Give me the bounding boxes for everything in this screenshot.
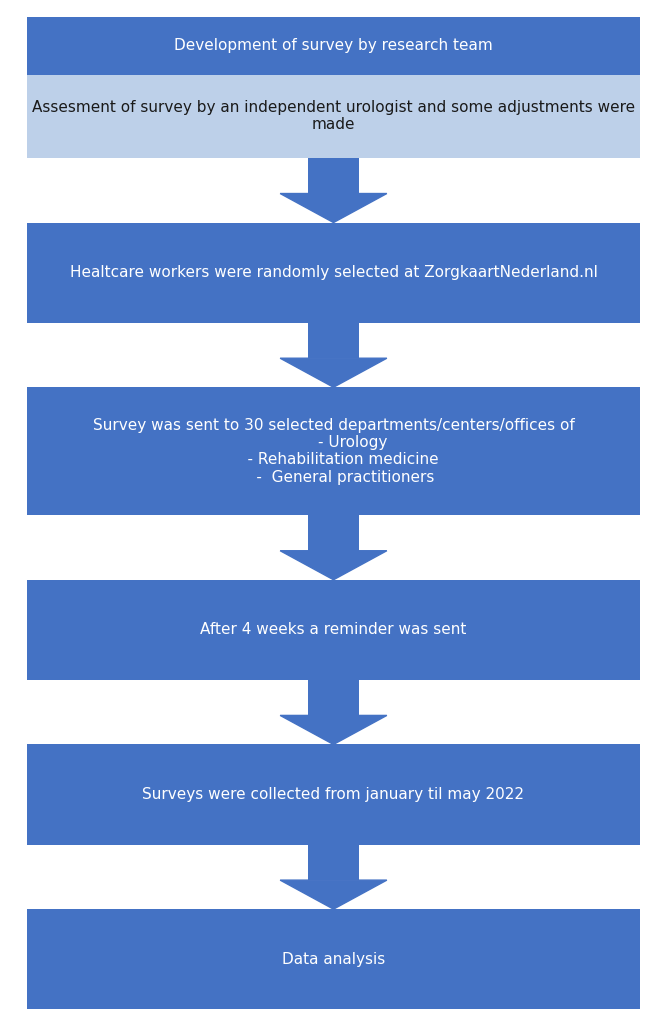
Bar [308, 680, 359, 715]
Bar [308, 158, 359, 194]
Polygon shape [280, 358, 387, 387]
Bar [27, 16, 640, 75]
Bar [27, 75, 640, 158]
Bar [27, 745, 640, 844]
Polygon shape [280, 194, 387, 223]
Text: Surveys were collected from january til may 2022: Surveys were collected from january til … [143, 787, 524, 802]
Bar [27, 223, 640, 323]
Bar [27, 387, 640, 515]
Text: Healtcare workers were randomly selected at ZorgkaartNederland.nl: Healtcare workers were randomly selected… [69, 265, 598, 280]
Polygon shape [280, 551, 387, 580]
Bar [308, 844, 359, 880]
Polygon shape [280, 880, 387, 909]
Bar [27, 909, 640, 1010]
Polygon shape [280, 715, 387, 745]
Bar [27, 580, 640, 680]
Bar [308, 323, 359, 358]
Text: Assesment of survey by an independent urologist and some adjustments were
made: Assesment of survey by an independent ur… [32, 101, 635, 132]
Text: Data analysis: Data analysis [282, 952, 385, 966]
Text: Development of survey by research team: Development of survey by research team [174, 38, 493, 53]
Text: Survey was sent to 30 selected departments/centers/offices of
        - Urology
: Survey was sent to 30 selected departmen… [93, 418, 574, 485]
Bar [308, 515, 359, 551]
Text: After 4 weeks a reminder was sent: After 4 weeks a reminder was sent [200, 623, 467, 637]
